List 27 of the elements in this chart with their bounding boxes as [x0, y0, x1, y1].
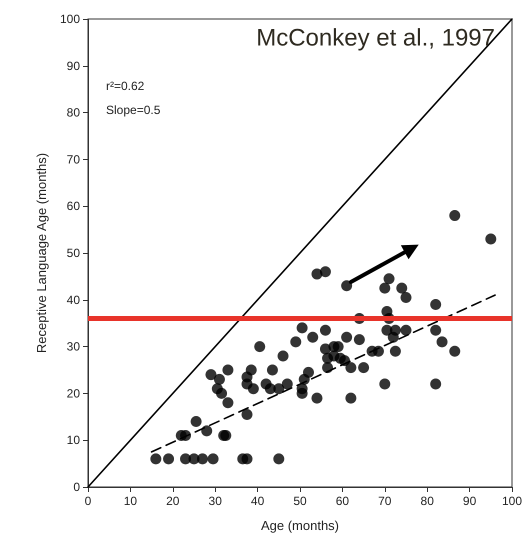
- x-tick-label: 50: [293, 494, 307, 508]
- y-tick-label: 50: [66, 246, 80, 260]
- annotation: McConkey et al., 1997: [256, 24, 496, 52]
- y-tick-label: 100: [60, 12, 80, 26]
- x-tick-label: 60: [336, 494, 350, 508]
- y-tick-label: 40: [66, 292, 80, 307]
- x-tick-label: 0: [84, 494, 92, 508]
- x-tick-label: 80: [420, 494, 434, 508]
- x-tick-label: 30: [208, 494, 222, 508]
- y-tick-label: 80: [66, 106, 80, 120]
- x-tick-label: 20: [166, 494, 180, 508]
- x-axis-title: Age (months): [260, 518, 340, 533]
- y-tick-label: 20: [66, 386, 80, 400]
- annotation: Slope=0.5: [106, 103, 161, 117]
- y-tick-label: 90: [66, 58, 80, 73]
- x-tick-label: 100: [502, 494, 522, 508]
- y-tick-label: 60: [66, 199, 80, 214]
- x-tick-label: 10: [124, 494, 138, 508]
- x-tick-label: 40: [250, 494, 265, 508]
- x-tick-label: 70: [378, 494, 392, 508]
- y-axis-title: Receptive Language Age (months): [34, 152, 49, 354]
- y-tick-label: 10: [66, 433, 80, 448]
- y-tick-label: 30: [66, 340, 80, 354]
- x-tick-label: 90: [462, 494, 477, 508]
- annotation: r²=0.62: [106, 79, 145, 93]
- y-tick-label: 70: [66, 152, 80, 166]
- y-tick-label: 0: [73, 480, 80, 494]
